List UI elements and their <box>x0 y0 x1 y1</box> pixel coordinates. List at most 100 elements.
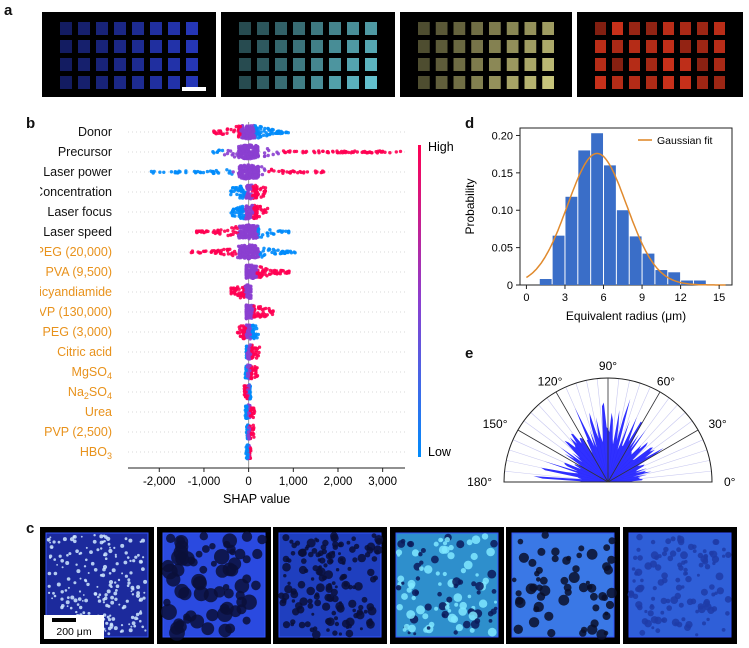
texture-blob <box>332 541 339 548</box>
grid-square <box>453 58 466 71</box>
texture-blob <box>134 555 138 559</box>
shap-point <box>251 423 255 427</box>
grid-square <box>629 58 640 71</box>
texture-blob <box>324 593 332 602</box>
texture-blob <box>210 560 217 567</box>
texture-blob <box>721 628 725 632</box>
grid-square <box>418 40 430 53</box>
shap-point <box>265 231 269 235</box>
x-tick-label: 2,000 <box>324 476 353 488</box>
texture-blob <box>93 592 98 596</box>
texture-blob <box>107 618 112 622</box>
texture-blob <box>463 560 473 570</box>
grid-square <box>347 76 359 89</box>
texture-blob <box>536 592 546 601</box>
texture-blob <box>66 577 71 581</box>
shap-point <box>252 170 257 174</box>
tile-uniform <box>622 527 737 644</box>
shap-point <box>248 332 252 337</box>
texture-blob <box>331 534 338 540</box>
histogram-bar <box>616 210 629 285</box>
texture-blob <box>576 552 582 559</box>
texture-blob <box>415 605 425 615</box>
texture-blob <box>476 590 481 595</box>
texture-blob <box>635 547 641 552</box>
texture-blob <box>450 615 458 623</box>
shap-point <box>238 334 243 338</box>
y-tick-label: 0 <box>507 280 513 292</box>
texture-blob <box>406 587 412 593</box>
texture-blob <box>684 571 688 576</box>
grid-square <box>60 58 72 71</box>
shap-point <box>277 169 281 174</box>
shap-point <box>245 134 249 138</box>
texture-blob <box>205 609 218 622</box>
grid-square <box>150 76 162 89</box>
shap-point <box>198 170 202 174</box>
texture-blob <box>683 559 688 564</box>
texture-blob <box>121 572 124 575</box>
texture-blob <box>650 539 655 545</box>
shap-point <box>239 184 243 189</box>
texture-blob <box>141 538 145 543</box>
shap-point <box>249 152 253 156</box>
shap-point <box>245 396 249 401</box>
grid-square <box>471 40 483 53</box>
shap-point <box>267 148 271 153</box>
texture-blob <box>437 582 442 586</box>
shap-point <box>230 153 234 157</box>
grid-square <box>132 22 144 35</box>
shap-point <box>256 173 261 177</box>
grid-square <box>506 58 519 71</box>
texture-blob <box>673 622 677 626</box>
texture-blob <box>108 580 114 585</box>
texture-blob <box>411 595 416 601</box>
texture-blob <box>578 545 585 552</box>
texture-blob <box>487 610 493 617</box>
shap-point <box>246 365 250 369</box>
shap-point <box>292 250 296 254</box>
texture-blob <box>103 540 106 543</box>
shap-point <box>174 170 179 175</box>
shap-point <box>255 224 259 228</box>
shap-point <box>250 194 255 198</box>
texture-blob <box>652 586 657 591</box>
shap-point <box>242 164 246 168</box>
grid-square <box>646 40 657 53</box>
texture-blob <box>82 611 86 615</box>
texture-blob <box>142 556 145 559</box>
texture-blob <box>68 552 72 556</box>
texture-blob <box>635 533 643 541</box>
texture-blob <box>721 547 726 552</box>
shap-point <box>394 150 398 154</box>
shap-point <box>226 233 230 238</box>
grid-square <box>329 22 341 35</box>
x-tick-label: 12 <box>674 292 686 304</box>
tile-dark-network <box>156 527 271 644</box>
texture-blob <box>418 566 424 571</box>
texture-blob <box>110 595 114 600</box>
shap-point <box>229 192 233 197</box>
shap-point <box>242 173 246 177</box>
texture-blob <box>661 551 667 557</box>
texture-blob <box>713 591 718 595</box>
texture-blob <box>173 620 187 633</box>
texture-blob <box>129 571 133 575</box>
texture-blob <box>604 611 609 616</box>
angle-label: 60° <box>657 375 675 389</box>
texture-blob <box>282 534 290 542</box>
grid-square <box>186 40 198 53</box>
shap-point <box>243 326 247 330</box>
x-tick-label: 0 <box>245 476 251 488</box>
grid-square <box>347 58 359 71</box>
texture-blob <box>81 600 84 602</box>
texture-blob <box>361 596 368 603</box>
shap-point <box>255 150 259 154</box>
shap-point <box>245 294 249 298</box>
texture-blob <box>312 630 321 639</box>
texture-blob <box>337 556 346 565</box>
grid-square <box>257 58 269 71</box>
texture-blob <box>536 584 543 591</box>
texture-blob <box>213 549 229 565</box>
texture-blob <box>418 560 423 565</box>
